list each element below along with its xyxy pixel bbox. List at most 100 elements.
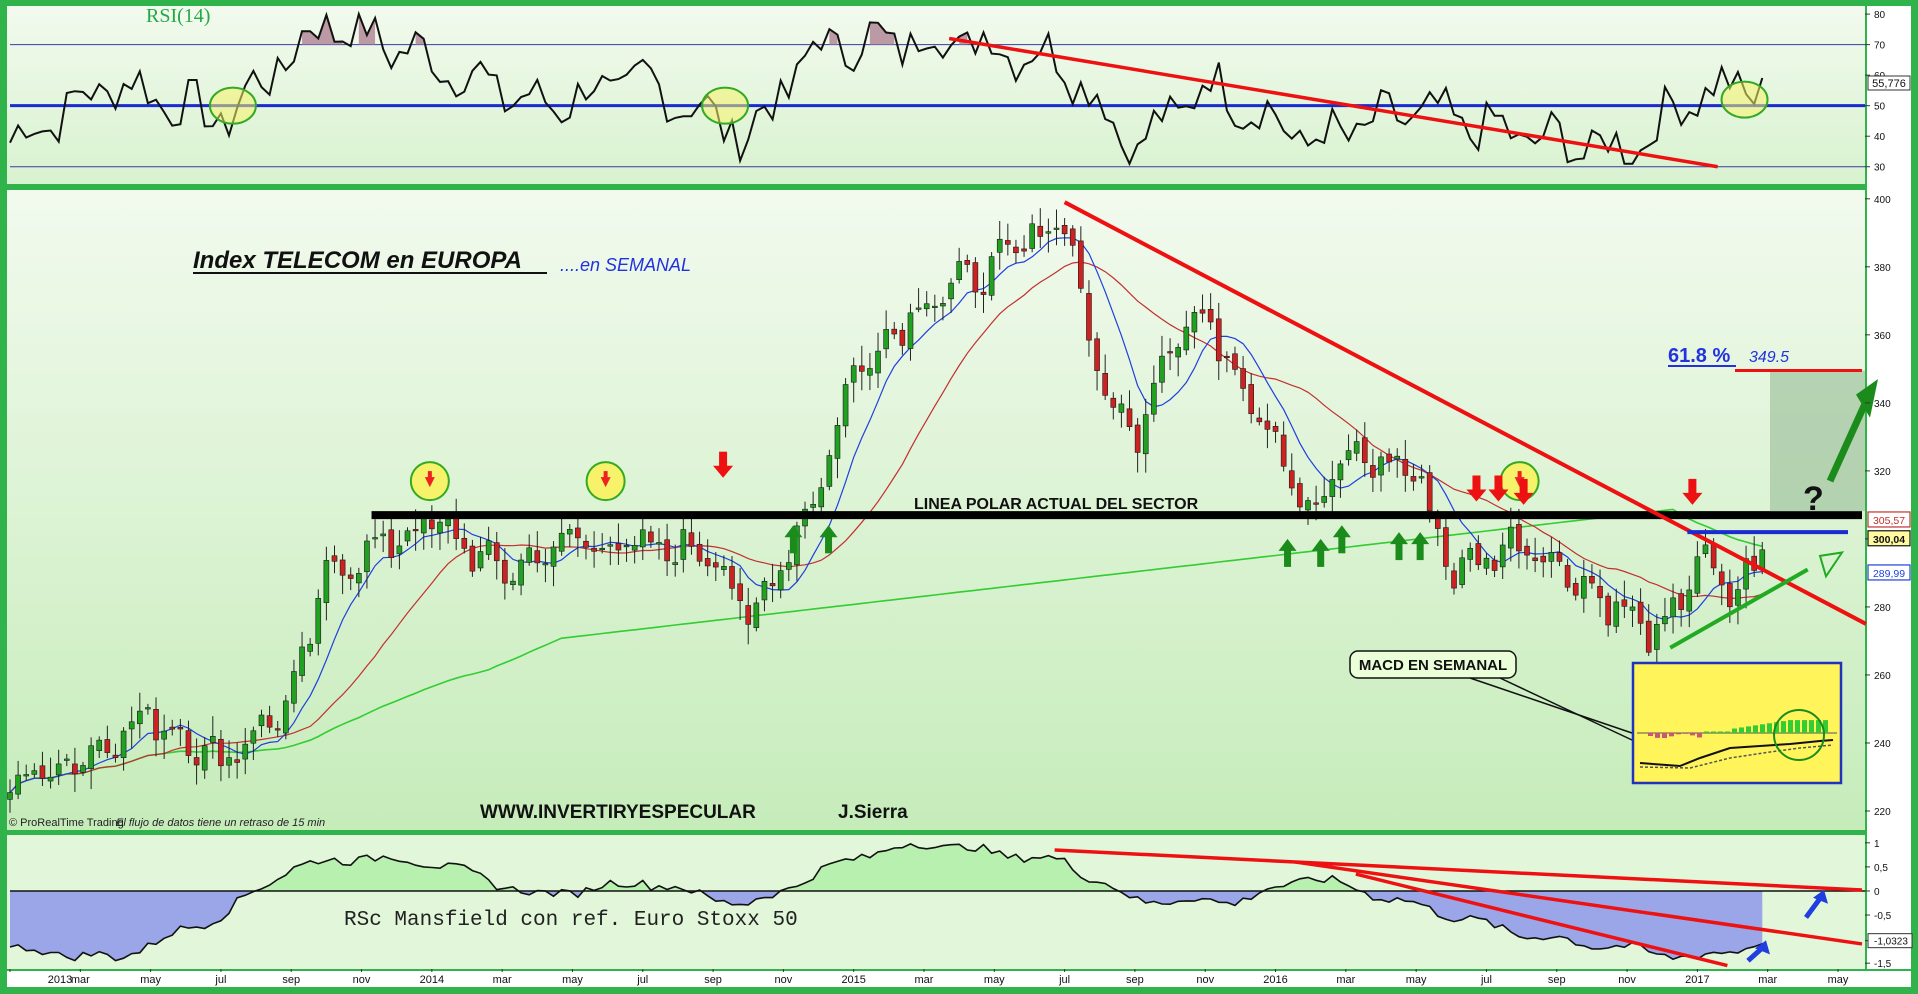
candle-body [1361,437,1368,464]
candle-body [1297,483,1303,508]
candle-body [1191,312,1198,333]
macd-histogram-bar [1746,726,1751,733]
rsc-tick-label: 0,5 [1874,863,1888,874]
rsi-overbought-area [869,22,895,45]
candle-body [1313,502,1319,505]
rsi-tick-label: 80 [1874,10,1886,21]
candle-body [948,282,954,300]
candle-body [1475,543,1482,566]
candle-body [364,540,370,573]
x-axis-label: jul [214,974,226,986]
candle-body [404,530,411,542]
question-mark: ? [1803,480,1824,518]
macd-histogram-bar [1669,733,1674,737]
rsc-line [9,843,1763,962]
candle-body [1702,544,1709,555]
x-axis-label: 2015 [841,974,865,986]
candle-body [153,709,159,741]
candle-body [429,519,435,530]
candle-body [1037,225,1044,237]
candle-body [1735,589,1741,606]
candle-body [1507,526,1514,549]
candle-body [534,550,541,564]
rsi-tick-label: 50 [1874,102,1886,113]
candle-body [437,521,443,534]
candle-body [1086,293,1092,341]
price-tick-label: 320 [1874,467,1891,478]
candle-body [688,532,695,547]
macd-histogram-bar [1788,720,1793,733]
candle-body [1021,248,1027,252]
macd-histogram-bar [1823,720,1828,733]
macd-histogram-bar [1655,733,1660,738]
candle-body [1151,382,1157,415]
candle-body [1280,434,1287,467]
candle-body [469,545,476,572]
candle-body [1305,500,1311,511]
rsc-ticks: 1 0,5 0 -0,5 -1,0323 -1,5 [1865,839,1913,970]
hollow-triangle-marker [1818,551,1845,579]
candle-body [891,328,898,335]
candle-body [1288,470,1295,489]
green-up-arrow-stem [789,536,797,554]
candle-body [1410,476,1417,482]
candle-body [583,540,589,548]
candle-body [1378,456,1384,476]
macd-histogram-bar [1711,731,1716,733]
price-badges: 305,57 300,04 289,99 [1867,511,1911,581]
green-up-arrow-stem [1416,543,1424,561]
red-down-arrow-stem [1472,475,1481,492]
price-tick-label: 260 [1874,671,1891,682]
candle-body [372,537,378,540]
candle-body [420,517,427,534]
polar-line-label: LINEA POLAR ACTUAL DEL SECTOR [914,496,1199,513]
price-badge-label: 300,04 [1873,534,1905,546]
candle-body [607,544,614,547]
red-down-arrow-stem [1494,475,1503,492]
candle-body [177,727,184,730]
candle-body [1581,576,1587,599]
price-tick-label: 380 [1874,263,1891,274]
x-axis-label: may [1828,974,1849,986]
chart-subtitle: ....en SEMANAL [560,255,691,275]
candle-body [331,555,338,562]
rsc-tick-label: 0 [1874,887,1880,898]
candle-body [810,503,816,508]
candle-body [542,563,549,566]
rsi-label: RSI(14) [146,5,210,27]
x-axis-label: jul [1058,974,1070,986]
candle-body [834,425,841,459]
candle-body [1394,455,1401,460]
candle-body [550,546,557,567]
candle-body [396,545,403,555]
candle-body [47,776,54,782]
green-up-arrow-stem [1395,543,1403,561]
candle-body [859,365,865,372]
rsi-value-badge [1867,75,1911,91]
green-up-arrow-head [1390,532,1408,545]
red-down-arrow-head [1466,489,1487,502]
x-axis-label: nov [1196,974,1214,986]
x-axis-label: nov [1618,974,1636,986]
price-ticks: 400380360340320300280260240220 [1865,195,1891,818]
macd-histogram-bar [1725,731,1730,733]
x-axis-label: nov [353,974,371,986]
rsi-panel [7,6,1865,184]
candle-body [15,774,21,795]
moving-average-mid [9,261,1763,793]
macd-histogram-bar [1690,733,1695,736]
candle-body [1418,476,1425,479]
candle-body [753,602,760,628]
candle-body [1078,240,1084,289]
candle-body [291,671,297,704]
macd-histogram-bar [1795,720,1800,733]
green-up-arrow-head [1411,532,1430,545]
ma-short-line [9,237,1763,793]
candle-body [1370,465,1376,478]
candle-body [510,580,516,585]
candle-body [1597,586,1603,599]
candle-body [923,303,930,310]
sell-signal-arrow-stem [427,471,432,479]
rsc-value-badge [1867,933,1913,949]
candle-body [1256,417,1263,423]
